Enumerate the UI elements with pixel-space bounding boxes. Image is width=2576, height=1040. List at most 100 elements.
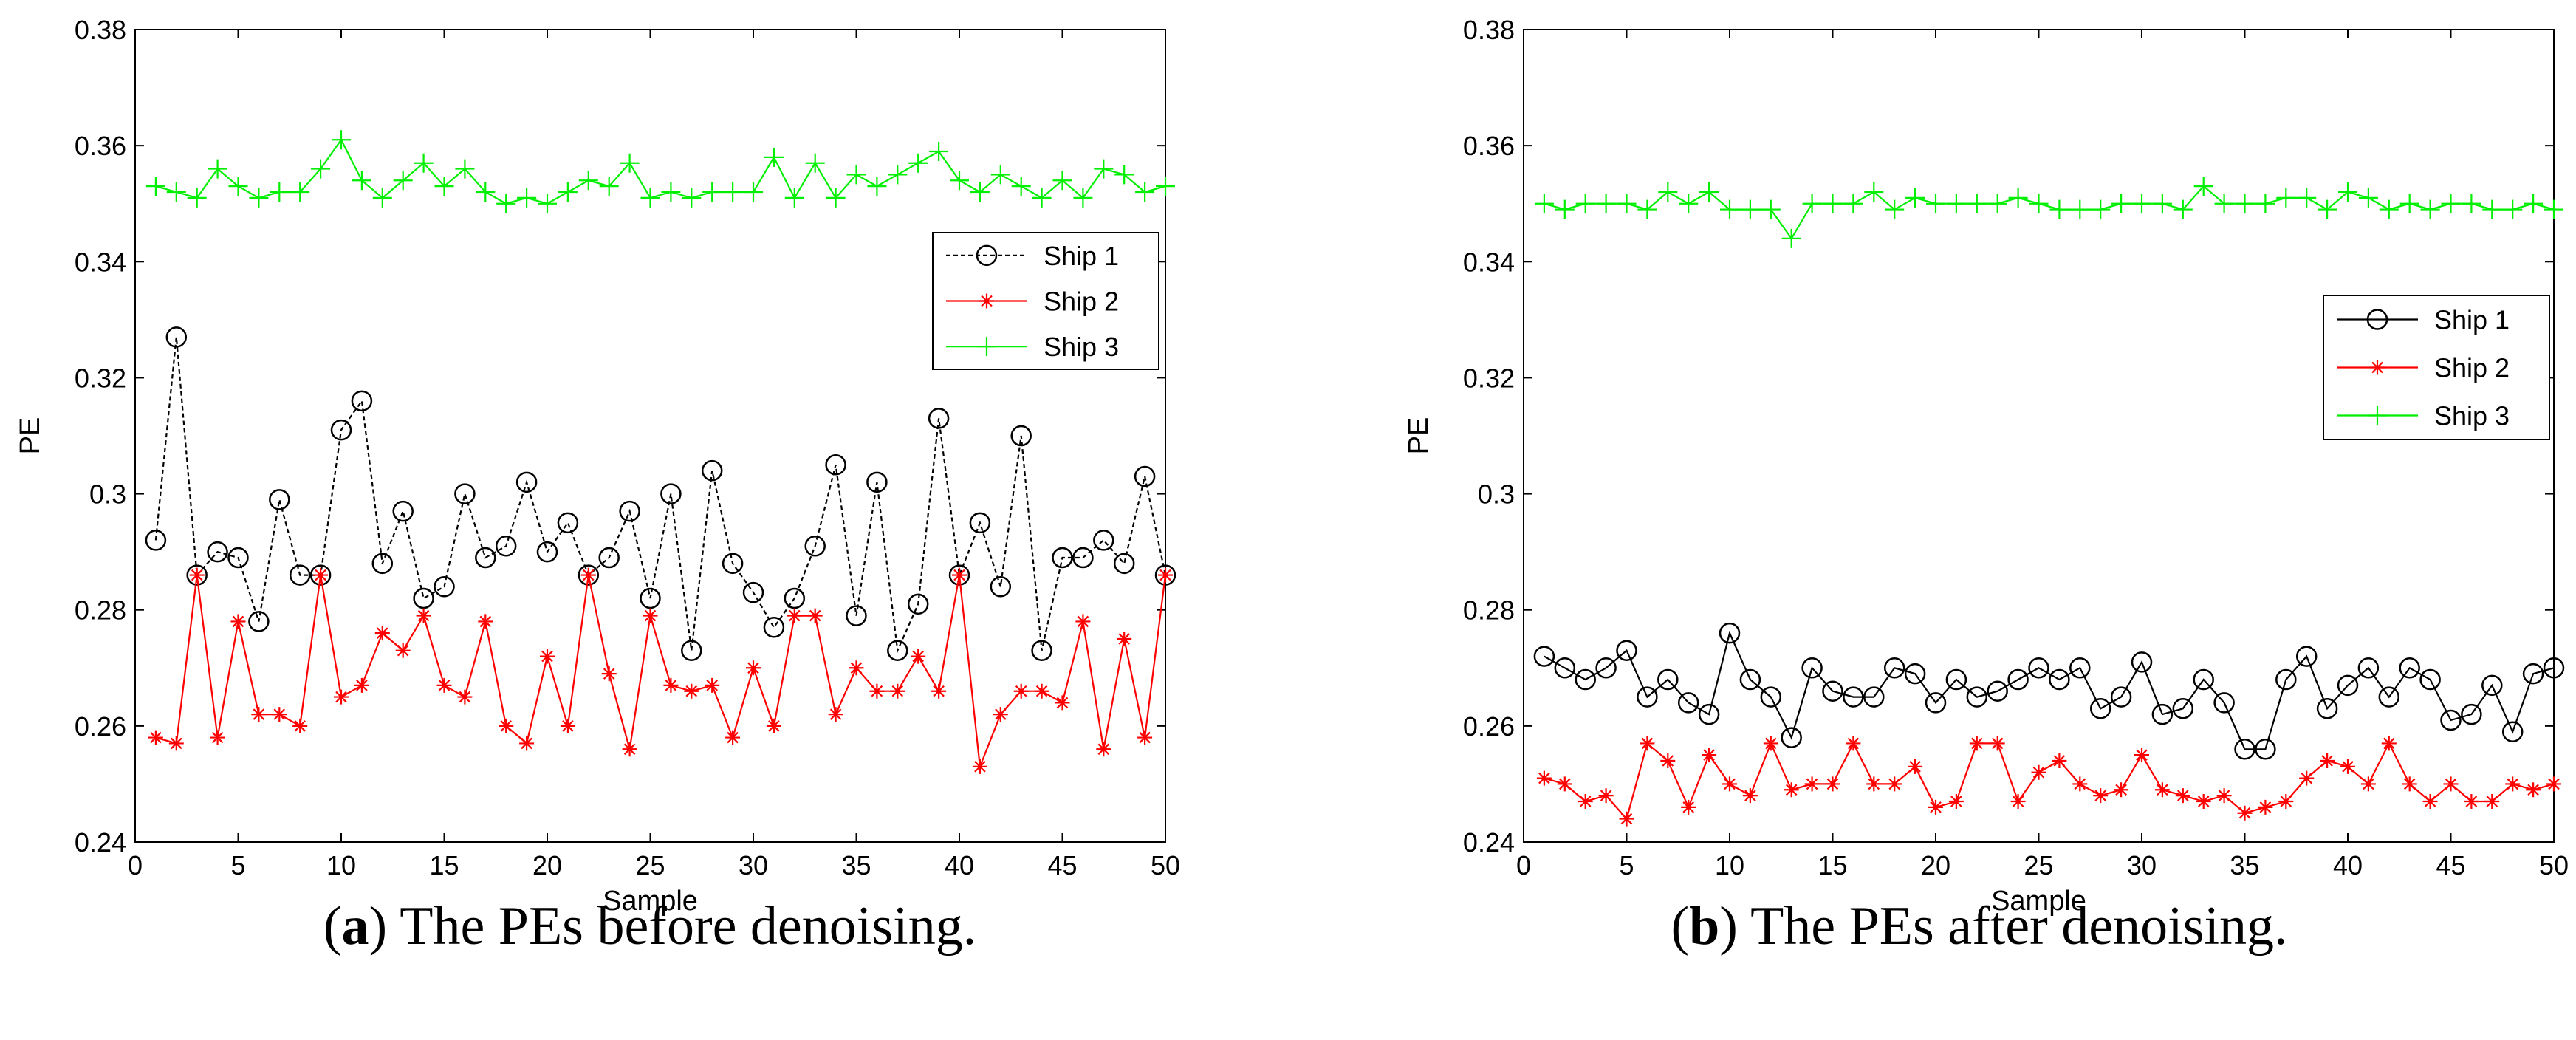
data-point bbox=[560, 718, 575, 733]
data-point bbox=[2295, 646, 2318, 667]
data-point bbox=[2501, 721, 2524, 742]
y-tick-label: 0.3 bbox=[89, 479, 126, 510]
data-point bbox=[1034, 683, 1049, 699]
data-point bbox=[145, 530, 167, 551]
data-point bbox=[2441, 194, 2461, 213]
data-point bbox=[2049, 199, 2069, 219]
data-point bbox=[578, 171, 598, 191]
data-point bbox=[455, 159, 475, 179]
series-1 bbox=[145, 326, 1176, 661]
data-point bbox=[2008, 188, 2028, 208]
data-point bbox=[807, 608, 823, 623]
series-3 bbox=[145, 130, 1175, 213]
data-point bbox=[313, 567, 329, 583]
plot-area-a bbox=[134, 29, 1166, 843]
data-point bbox=[763, 617, 785, 638]
data-point bbox=[2193, 668, 2214, 691]
data-point bbox=[2193, 177, 2213, 196]
data-point bbox=[413, 587, 434, 609]
data-point bbox=[311, 159, 331, 179]
y-tick-label: 0.36 bbox=[75, 131, 126, 161]
data-point bbox=[496, 194, 516, 213]
data-point bbox=[476, 182, 496, 202]
data-point bbox=[640, 587, 661, 609]
data-point bbox=[1658, 182, 1678, 202]
data-point bbox=[558, 182, 578, 202]
data-point bbox=[251, 707, 267, 722]
y-tick-label: 0.26 bbox=[1463, 711, 1515, 742]
data-point bbox=[1702, 748, 1717, 763]
data-point bbox=[805, 153, 825, 173]
data-point bbox=[948, 564, 970, 586]
data-point bbox=[2072, 776, 2088, 792]
legend-marker bbox=[2368, 406, 2387, 425]
data-point bbox=[1967, 194, 1987, 213]
data-point bbox=[578, 564, 600, 586]
x-tick-label: 20 bbox=[532, 850, 562, 880]
data-point bbox=[990, 165, 1010, 185]
data-point bbox=[1094, 159, 1114, 179]
x-axis-label: Sample bbox=[603, 886, 698, 917]
data-point bbox=[1740, 199, 1760, 219]
data-point bbox=[701, 459, 723, 482]
legend-marker bbox=[2370, 360, 2385, 375]
data-point bbox=[746, 660, 761, 676]
data-point bbox=[1742, 788, 1758, 804]
data-point bbox=[2546, 776, 2561, 792]
data-point bbox=[828, 707, 843, 722]
data-point bbox=[1781, 727, 1802, 748]
data-point bbox=[334, 689, 349, 705]
data-point bbox=[887, 640, 908, 661]
data-point bbox=[1011, 177, 1031, 196]
data-point bbox=[622, 742, 637, 757]
data-point bbox=[517, 188, 537, 208]
data-point bbox=[145, 177, 165, 196]
data-point bbox=[166, 182, 186, 202]
x-tick-label: 35 bbox=[2230, 850, 2259, 880]
data-point bbox=[1554, 657, 1576, 679]
data-point bbox=[2151, 703, 2174, 725]
data-point bbox=[519, 736, 535, 751]
data-point bbox=[1863, 686, 1885, 708]
data-point bbox=[1925, 692, 1947, 714]
series-line bbox=[155, 138, 1166, 205]
y-axis-label: PE bbox=[1403, 417, 1434, 455]
data-point bbox=[2028, 657, 2049, 679]
data-point bbox=[1598, 788, 1614, 804]
data-point bbox=[270, 182, 290, 202]
data-point bbox=[766, 718, 781, 733]
data-point bbox=[950, 171, 969, 191]
data-point bbox=[2049, 668, 2070, 691]
data-point bbox=[2258, 799, 2273, 815]
data-point bbox=[598, 547, 620, 569]
legend-marker bbox=[976, 244, 998, 267]
x-tick-label: 10 bbox=[326, 850, 356, 880]
data-point bbox=[2134, 748, 2149, 763]
data-point bbox=[866, 471, 888, 493]
data-point bbox=[2175, 788, 2190, 804]
data-point bbox=[1928, 799, 1943, 815]
data-point bbox=[1617, 194, 1637, 213]
x-tick-label: 35 bbox=[841, 850, 871, 880]
data-point bbox=[1117, 632, 1132, 646]
data-point bbox=[1640, 736, 1655, 751]
data-point bbox=[2069, 657, 2091, 679]
data-point bbox=[2399, 194, 2419, 213]
data-point bbox=[990, 576, 1012, 598]
data-point bbox=[189, 567, 205, 583]
data-point bbox=[599, 177, 619, 196]
legend-label: Ship 1 bbox=[1044, 241, 1119, 271]
data-point bbox=[705, 677, 720, 693]
data-point bbox=[148, 730, 163, 745]
data-point bbox=[846, 605, 867, 626]
data-point bbox=[2482, 199, 2502, 219]
data-point bbox=[1052, 171, 1072, 191]
data-point bbox=[907, 593, 929, 615]
data-point bbox=[2029, 194, 2049, 213]
data-point bbox=[2461, 703, 2482, 725]
data-point bbox=[1825, 776, 1840, 792]
chart-b: 0 5 10 15 20 25 30 35 40 45 50 0.24 0.26 0.28 0.3 0.32 0… bbox=[1403, 15, 2569, 917]
legend-b: Ship 1 Ship 2 Ship 3 bbox=[2323, 295, 2550, 440]
data-point bbox=[352, 171, 371, 191]
